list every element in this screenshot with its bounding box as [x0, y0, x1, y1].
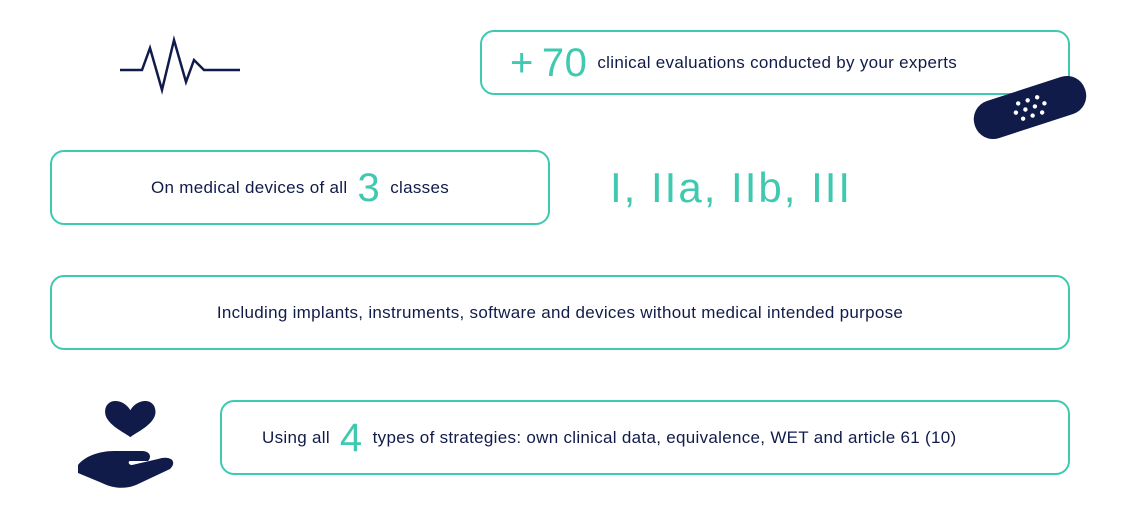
- stat-number-70: 70: [542, 43, 588, 83]
- stat-number-3: 3: [357, 168, 380, 208]
- hand-heart-icon: [70, 395, 190, 495]
- including-text: Including implants, instruments, softwar…: [217, 303, 903, 323]
- stat-box-including: Including implants, instruments, softwar…: [50, 275, 1070, 350]
- strategies-pre-text: Using all: [262, 428, 330, 448]
- stat-number-4: 4: [340, 418, 363, 458]
- plus-sign: +: [510, 43, 534, 83]
- stat-box-strategies: Using all 4 types of strategies: own cli…: [220, 400, 1070, 475]
- strategies-post-text: types of strategies: own clinical data, …: [373, 428, 957, 448]
- classes-pre-text: On medical devices of all: [151, 178, 347, 198]
- classes-list: I, IIa, IIb, III: [610, 150, 852, 225]
- stat-text-evaluations: clinical evaluations conducted by your e…: [597, 53, 957, 73]
- stat-box-evaluations: + 70 clinical evaluations conducted by y…: [480, 30, 1070, 95]
- heartbeat-icon: [120, 30, 240, 100]
- stat-box-classes: On medical devices of all 3 classes: [50, 150, 550, 225]
- classes-post-text: classes: [390, 178, 449, 198]
